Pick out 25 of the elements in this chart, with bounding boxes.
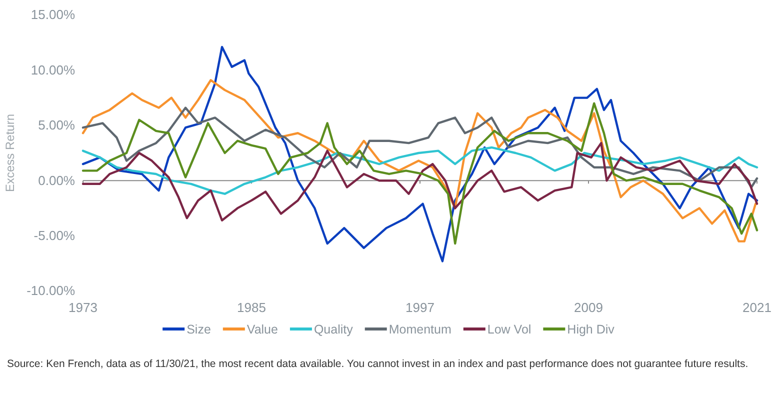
line-series [82, 106, 758, 188]
x-tick-label: 1973 [68, 300, 98, 316]
legend-label: Quality [314, 322, 354, 336]
source-note: Source: Ken French, data as of 11/30/21, the most recent data available. You cannot invest in an index and past performance does not guarantee future results. [7, 358, 748, 370]
legend-label: High Div [567, 322, 616, 336]
line-series [82, 142, 758, 222]
x-tick-label: 1985 [237, 300, 266, 316]
x-tick-label: 2009 [574, 300, 603, 316]
y-tick-label: 15.00% [30, 7, 76, 22]
line-series [82, 102, 758, 245]
y-tick-label: 5.00% [38, 118, 76, 133]
line-series [82, 79, 757, 242]
line-series [82, 46, 758, 262]
x-tick-label: 1997 [406, 300, 434, 316]
y-axis-title: Excess Return [3, 114, 17, 192]
legend-label: Low Vol [487, 322, 532, 336]
legend-label: Momentum [388, 322, 452, 336]
x-tick-label: 2021 [742, 300, 772, 316]
y-tick-label: -5.00% [34, 228, 76, 243]
y-tick-label: 10.00% [30, 62, 76, 78]
legend-label: Value [246, 322, 278, 336]
y-tick-label: -10.00% [26, 283, 76, 298]
y-tick-label: 0.00% [38, 172, 76, 188]
line-series [82, 146, 758, 195]
legend-label: Size [186, 322, 211, 336]
